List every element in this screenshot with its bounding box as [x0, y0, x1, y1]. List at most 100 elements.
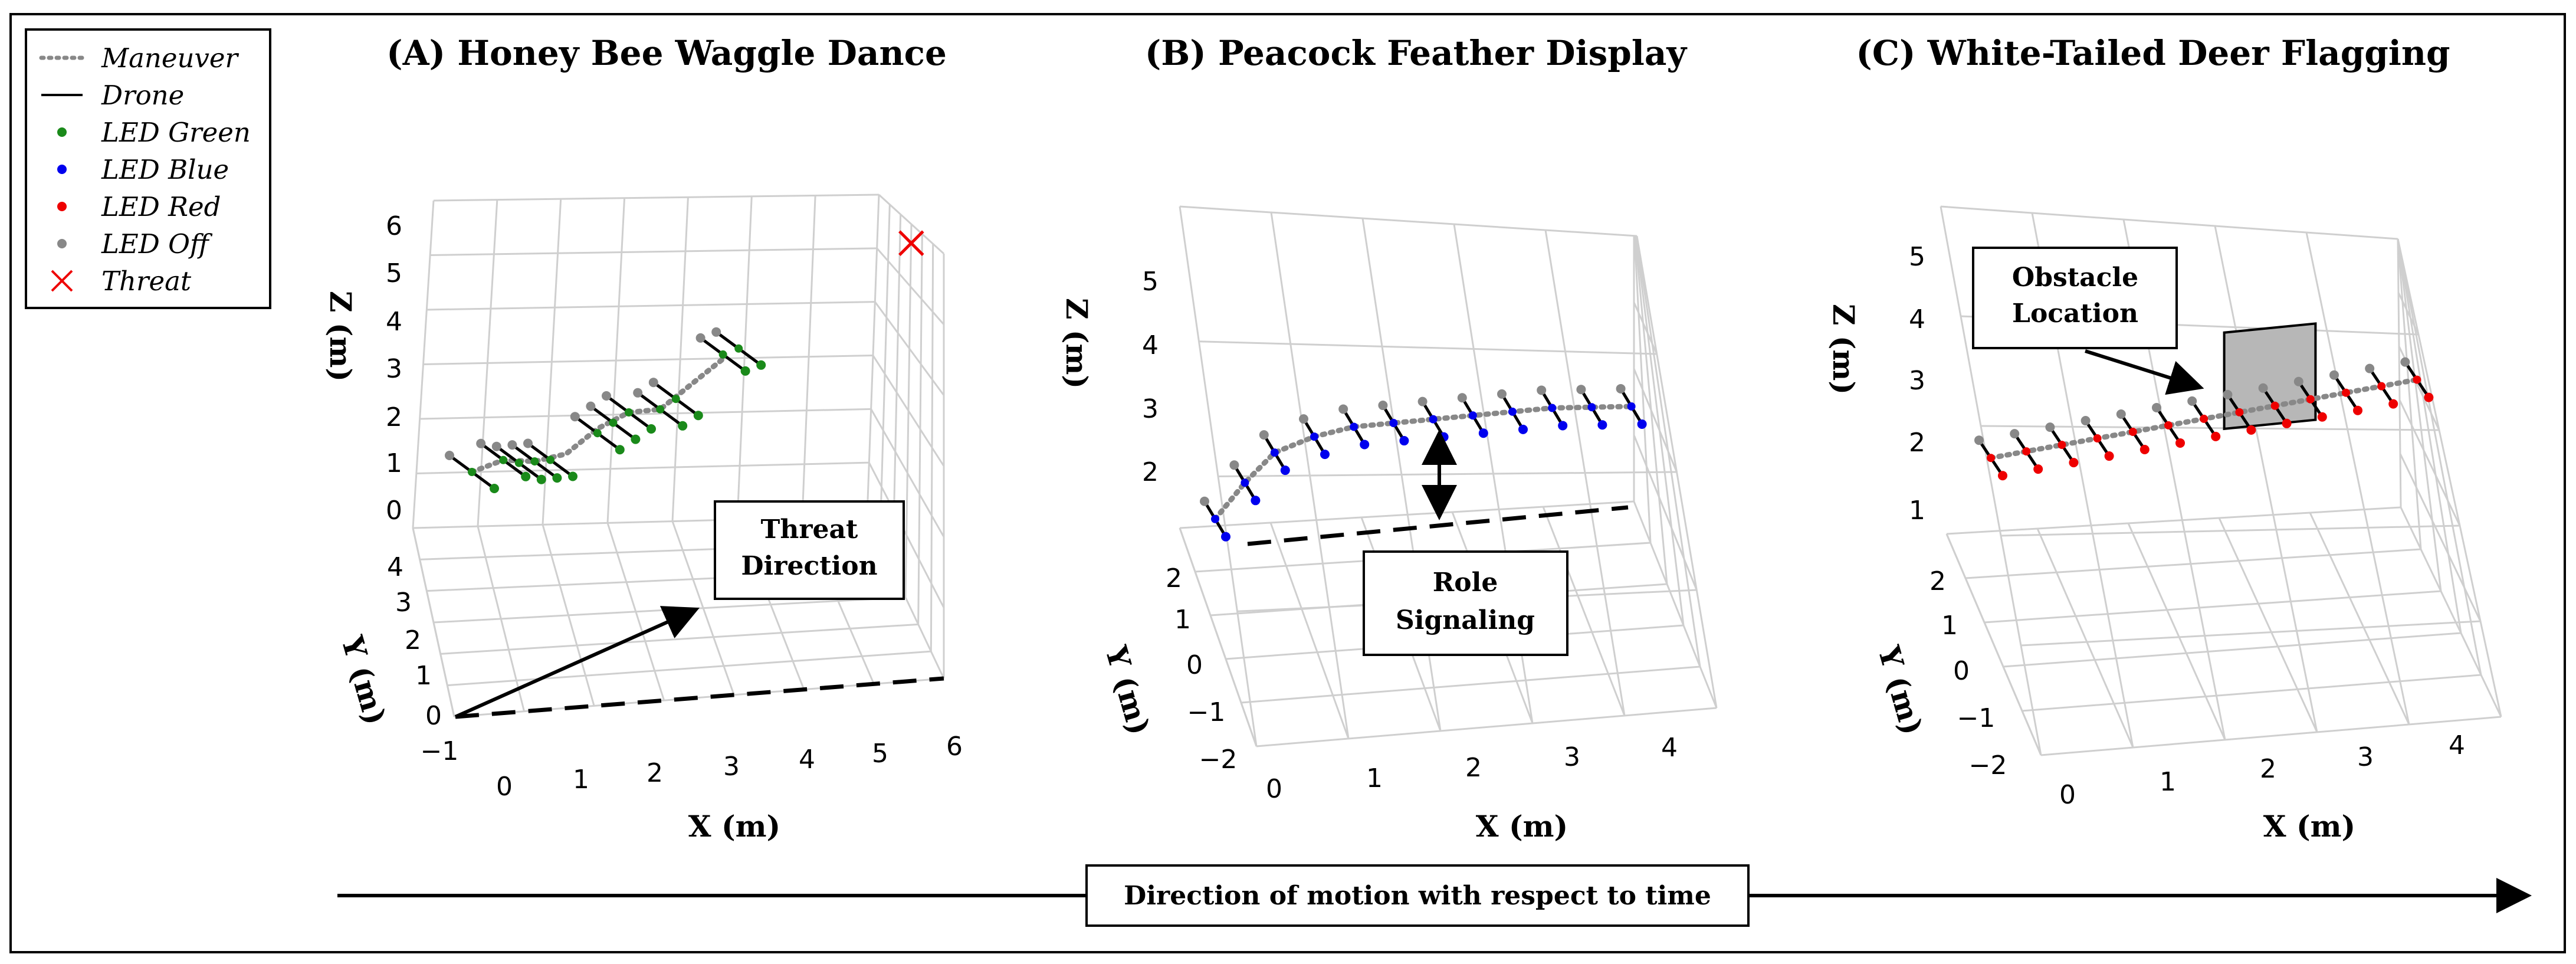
panel-c-drone-led-off [1974, 435, 1984, 445]
grid-line [2022, 674, 2482, 712]
grid-line [2218, 517, 2318, 733]
threat-direction-arrow [454, 606, 700, 719]
tick-label: 0 [1953, 656, 1970, 686]
panel-a-drone-center [514, 458, 523, 467]
grid-line [430, 247, 877, 256]
panel-a-drone-center [468, 468, 476, 476]
panel-c-drone-center [2200, 414, 2209, 423]
panel-c-z-ticks: 1 2 3 4 5 [1909, 242, 1925, 526]
panel-a-z-ticks: 0 1 2 3 4 5 6 [386, 211, 402, 526]
panel-a-drone-led-off [602, 391, 611, 401]
panel-c-drone-center [2022, 447, 2031, 456]
threat-marker [898, 230, 924, 256]
panel-c-drone-led [2246, 425, 2256, 435]
tick-label: 2 [405, 625, 421, 655]
grid-edge [1946, 506, 2401, 535]
panel-b-drone-center [1548, 404, 1557, 412]
tick-label: 5 [872, 739, 888, 769]
panel-b-baseline [1247, 505, 1629, 546]
grid-line [1984, 590, 2442, 624]
panel-a-drone-led-off [523, 438, 533, 448]
panel-c-drone-led [1998, 471, 2007, 481]
grid-line [2397, 238, 2442, 592]
tick-label: 5 [1909, 242, 1925, 272]
grid-line [423, 355, 874, 365]
panel-c-drone-led-off [2010, 429, 2020, 439]
grid-line [1542, 506, 1626, 716]
panel-c-title: (C) White-Tailed Deer Flagging [1856, 33, 2450, 73]
panel-c-drone-led-off [2187, 396, 2197, 406]
tick-label: 3 [395, 588, 412, 618]
panel-b-drone-center [1350, 422, 1358, 431]
tick-label: −2 [1969, 750, 2007, 781]
panel-c-drone-led-off [2081, 416, 2091, 426]
grid-line [2309, 512, 2410, 725]
panel-b-drone-led-off [1576, 385, 1586, 395]
panel-c-y-label: Y (m) [1871, 641, 1929, 739]
legend-label: LED Blue [101, 154, 229, 185]
panel-b-x-label: X (m) [1476, 809, 1568, 844]
panel-a-drone-led [678, 421, 688, 431]
legend-led-swatch [57, 202, 67, 211]
panel-a-grid [412, 194, 945, 718]
panel-c-drone-led [2388, 399, 2398, 409]
panel-a-drone-center [656, 405, 665, 414]
grid-line [876, 247, 945, 325]
grid-edge [412, 527, 455, 717]
grid-line [2399, 453, 2482, 622]
panel-a-drone-center [530, 457, 539, 466]
panel-c-x-label: X (m) [2263, 809, 2355, 844]
tick-label: 4 [1661, 733, 1678, 763]
panel-c-grid [1940, 205, 2502, 756]
grid-line [2397, 238, 2422, 550]
panel-b-drone-led [1360, 440, 1370, 450]
panel-a-drone-center [593, 429, 602, 438]
panel-c-drone-led [2104, 451, 2114, 461]
grid-edge [2397, 238, 2402, 508]
role-signaling-line-2: Signaling [1396, 605, 1535, 635]
panel-a-drone-led [521, 471, 531, 481]
grid-line [1269, 522, 1350, 739]
tick-label: 2 [386, 402, 402, 432]
grid-edge [1633, 501, 1718, 709]
panel-a-drone-led [631, 434, 641, 444]
grid-edge [2400, 507, 2502, 717]
panel-b-drone-led [1518, 424, 1528, 434]
panel-a-drone-center [499, 455, 508, 464]
time-axis-box [1085, 864, 1750, 927]
panel-a-drone-led-off [491, 441, 501, 451]
panel-b-z-label: Z (m) [1059, 298, 1094, 389]
legend-led-swatch [57, 239, 67, 248]
tick-label: 1 [1366, 763, 1383, 794]
panel-b-drone-center [1310, 432, 1318, 441]
grid-line [2214, 225, 2318, 733]
tick-label: 6 [946, 732, 963, 762]
obstacle-location-box [1972, 247, 2178, 349]
obstacle-location-line-1: Obstacle [2012, 263, 2138, 293]
panel-b: (B) Peacock Feather Display 2 3 4 5 −2 −… [1059, 33, 1718, 844]
tick-label: 3 [386, 354, 402, 384]
panel-a-drone-led [568, 471, 577, 481]
panel-c-drone-center [2377, 382, 2386, 391]
legend-box [25, 28, 271, 309]
tick-label: −1 [1187, 697, 1226, 727]
legend-label: Maneuver [101, 42, 239, 74]
panel-b-grid [1179, 205, 1718, 747]
panel-c-drone-led-off [2400, 357, 2410, 367]
panel-b-drone-center [1211, 514, 1219, 523]
tick-label: 2 [647, 758, 663, 788]
panel-a: (A) Honey Bee Waggle Dance 0 1 2 3 4 5 6… [323, 33, 963, 844]
panel-b-drone-led [1597, 420, 1607, 430]
panel-b-drone-center [1587, 403, 1596, 412]
tick-label: 2 [1909, 428, 1925, 458]
legend: Maneuver Drone LED Green LED Blue LED Red LED… [25, 28, 271, 309]
legend-label: LED Off [101, 228, 213, 260]
panel-c-drone-led-off [2045, 422, 2055, 432]
grid-line [2397, 238, 2462, 634]
grid-line [2036, 528, 2134, 748]
panel-b-drone-led [1251, 496, 1261, 506]
grid-line [2000, 524, 2460, 537]
threat-direction-box [714, 500, 905, 600]
panel-a-drone-led [756, 360, 766, 370]
